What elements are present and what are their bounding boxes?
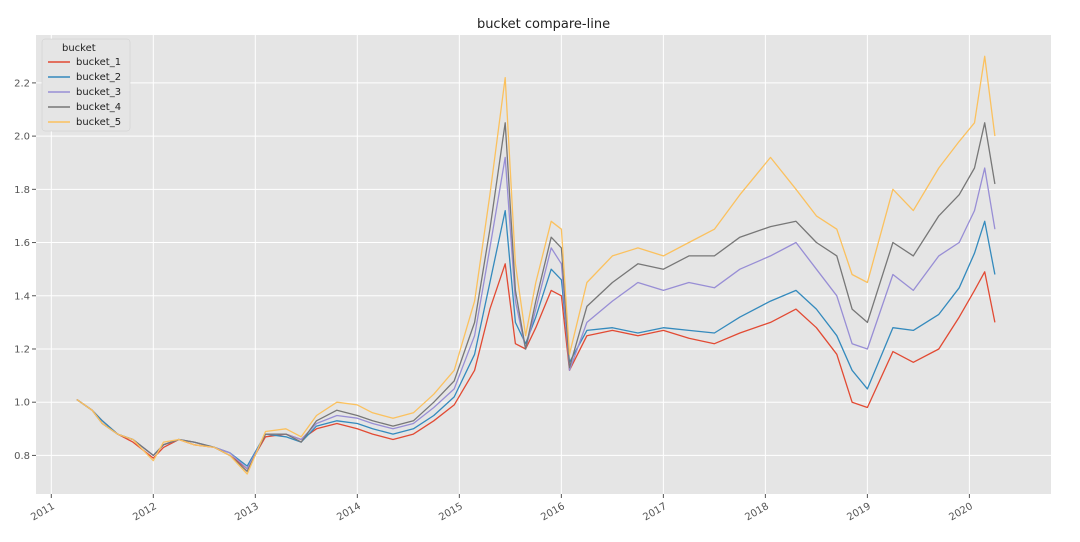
y-tick-label: 2.2 (14, 78, 30, 89)
legend-title: bucket (62, 43, 96, 54)
x-tick-label: 2017 (641, 501, 669, 523)
y-tick-label: 2.0 (14, 132, 30, 143)
x-tick-label: 2018 (743, 501, 771, 523)
x-tick-label: 2019 (845, 501, 873, 523)
x-tick-label: 2020 (947, 501, 975, 523)
legend: bucket bucket_1bucket_2bucket_3bucket_4b… (41, 38, 131, 132)
x-gridlines (50, 35, 970, 498)
legend-label: bucket_5 (76, 117, 121, 128)
legend-item: bucket_1 (48, 57, 121, 68)
legend-item: bucket_2 (48, 72, 121, 83)
series-line-bucket-5 (76, 55, 996, 475)
legend-item: bucket_3 (48, 87, 121, 98)
x-tick-label: 2011 (29, 501, 57, 523)
plot-area (36, 35, 1051, 494)
legend-items: bucket_1 bucket_2 bucket_3 bucket_4 bucket_5 (48, 57, 121, 128)
chart-title: bucket compare-line (477, 17, 610, 32)
x-tick-label: 2016 (539, 501, 567, 523)
x-tick-label: 2013 (233, 501, 261, 523)
y-tick-label: 1.4 (14, 291, 30, 302)
series-line-bucket-4 (76, 122, 996, 473)
legend-label: bucket_4 (76, 102, 121, 113)
x-tick-label: 2012 (131, 501, 159, 523)
x-tick-labels: 2011 2012 2013 2014 2015 2016 2017 2018 2019 2020 (29, 501, 975, 523)
legend-label: bucket_1 (76, 57, 121, 68)
y-gridlines (32, 82, 1051, 456)
series-layer (76, 55, 996, 475)
y-tick-label: 1.0 (14, 398, 30, 409)
x-tick-label: 2015 (437, 501, 465, 523)
y-tick-label: 1.2 (14, 344, 30, 355)
x-tick-label: 2014 (335, 501, 363, 523)
y-tick-label: 0.8 (14, 451, 30, 462)
legend-label: bucket_2 (76, 72, 121, 83)
y-tick-labels: 0.8 1.0 1.2 1.4 1.6 1.8 2.0 2.2 (14, 78, 30, 462)
legend-item: bucket_4 (48, 102, 121, 113)
legend-label: bucket_3 (76, 87, 121, 98)
y-tick-label: 1.6 (14, 238, 30, 249)
legend-item: bucket_5 (48, 117, 121, 128)
y-tick-label: 1.8 (14, 185, 30, 196)
